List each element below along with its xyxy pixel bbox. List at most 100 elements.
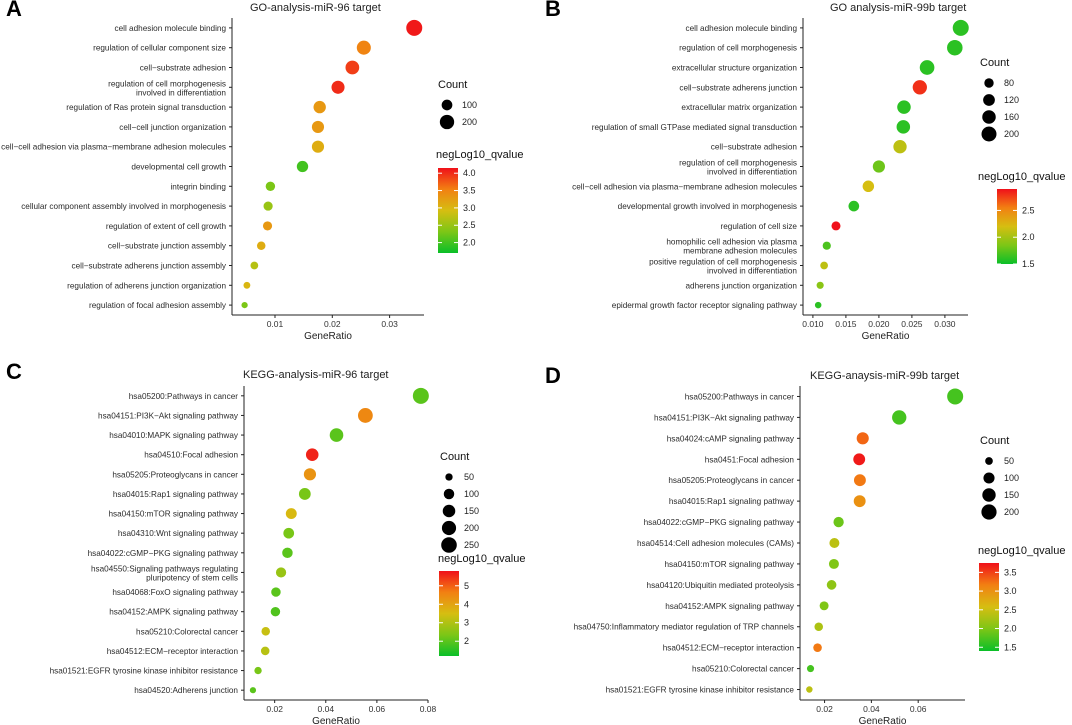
category-label: hsa04151:PI3K−Akt signaling pathway	[98, 411, 239, 420]
data-point	[261, 627, 270, 636]
category-label: cell adhesion molecule binding	[685, 24, 797, 33]
category-label: cell−substrate junction assembly	[108, 242, 227, 251]
category-label: hsa04120:Ubiquitin mediated proteolysis	[647, 581, 794, 590]
data-point	[806, 665, 815, 673]
data-point	[254, 666, 262, 675]
size-legend-label: 100	[1004, 473, 1019, 483]
data-point	[947, 388, 964, 405]
category-label: cell−substrate adherens junction	[679, 83, 797, 92]
panel-a: A GO-analysis-miR-96 target cell adhesion …	[1, 0, 523, 342]
data-point	[243, 281, 251, 289]
x-tick-label: 0.06	[369, 704, 386, 714]
color-legend-bar	[979, 563, 999, 651]
category-label: extracellular matrix organization	[681, 103, 797, 112]
size-legend-dot	[445, 473, 453, 481]
color-legend-label: 3.0	[463, 203, 476, 213]
color-legend-label: 4.0	[463, 168, 476, 178]
color-legend-label: 5	[464, 581, 469, 591]
color-legend-label: 2.0	[1022, 232, 1035, 242]
data-point	[896, 120, 911, 134]
data-point	[813, 643, 822, 652]
size-legend-label: 200	[1004, 507, 1019, 517]
data-point	[311, 140, 325, 153]
data-point	[313, 100, 326, 114]
x-tick-label: 0.02	[324, 319, 341, 329]
x-tick-label: 0.025	[901, 319, 923, 329]
color-legend-label: 3.0	[1004, 586, 1017, 596]
size-legend-dot	[441, 99, 453, 111]
category-label: hsa04015:Rap1 signaling pathway	[669, 497, 795, 506]
data-point	[262, 221, 273, 231]
size-legend-label: 100	[462, 100, 477, 110]
data-point	[250, 261, 259, 270]
x-tick-label: 0.020	[868, 319, 890, 329]
category-label: regulation of extent of cell growth	[106, 222, 227, 231]
size-legend-dot	[982, 110, 996, 124]
category-label: regulation of small GTPase mediated sign…	[592, 123, 798, 132]
size-legend-label: 200	[464, 523, 479, 533]
category-label: hsa04152:AMPK signaling pathway	[109, 608, 239, 617]
category-label: hsa04068:FoxO signaling pathway	[112, 588, 239, 597]
panel-label: B	[545, 0, 561, 21]
data-point	[249, 687, 257, 694]
x-tick-label: 0.06	[910, 704, 927, 714]
panel-label: A	[6, 0, 22, 21]
size-legend-dot	[441, 520, 457, 536]
data-point	[283, 527, 295, 539]
data-point	[406, 19, 423, 36]
category-label: cell−substrate adhesion	[711, 143, 798, 152]
category-label: homophilic cell adhesion via plasma membr…	[666, 238, 797, 256]
color-legend-label: 1.5	[1022, 259, 1035, 269]
color-legend-label: 3	[464, 618, 469, 628]
data-point	[298, 488, 311, 500]
color-legend-title: negLog10_qvalue	[438, 553, 525, 565]
category-label: hsa04150:mTOR signaling pathway	[664, 560, 794, 569]
category-label: regulation of adherens junction organiza…	[67, 281, 226, 290]
size-legend-label: 80	[1004, 78, 1014, 88]
category-label: hsa04512:ECM−receptor interaction	[663, 644, 795, 653]
category-label: hsa04150:mTOR signaling pathway	[108, 510, 238, 519]
size-legend-dot	[981, 504, 997, 520]
data-point	[329, 428, 344, 442]
x-tick-label: 0.030	[934, 319, 956, 329]
panel-c: C KEGG-analysis-miR-96 target hsa05200:Pat…	[6, 359, 525, 725]
data-point	[893, 140, 907, 154]
color-legend-label: 2.5	[1022, 205, 1035, 215]
size-legend-dot	[443, 488, 455, 500]
category-label: cell−cell adhesion via plasma−membrane a…	[572, 182, 797, 191]
data-point	[814, 301, 822, 309]
data-point	[282, 547, 293, 559]
color-legend-bar	[438, 168, 458, 253]
size-legend-label: 200	[1004, 129, 1019, 139]
x-axis-label: GeneRatio	[862, 331, 910, 342]
data-point	[271, 587, 281, 597]
panel-label: D	[545, 363, 561, 388]
category-label: cell adhesion molecule binding	[114, 24, 226, 33]
x-tick-label: 0.01	[267, 319, 284, 329]
data-point	[820, 261, 828, 270]
color-legend-label: 3.5	[1004, 567, 1017, 577]
size-legend-label: 160	[1004, 112, 1019, 122]
panel-b: B GO analysis-miR-99b target cell adhesion…	[545, 0, 1065, 342]
data-point	[862, 180, 875, 193]
data-point	[829, 538, 840, 548]
data-point	[828, 558, 839, 569]
data-point	[260, 646, 270, 656]
category-label: developmental cell growth	[131, 163, 226, 172]
color-legend-title: negLog10_qvalue	[978, 545, 1065, 557]
color-legend-label: 4	[464, 599, 469, 609]
category-label: hsa04510:Focal adhesion	[144, 451, 238, 460]
size-legend-dot	[439, 114, 455, 130]
category-label: hsa04152:AMPK signaling pathway	[665, 602, 795, 611]
x-tick-label: 0.02	[816, 704, 833, 714]
category-label: extracellular structure organization	[672, 64, 798, 73]
data-point	[241, 301, 248, 309]
data-point	[806, 686, 813, 693]
data-point	[265, 181, 276, 192]
size-legend-label: 100	[464, 489, 479, 499]
data-point	[345, 60, 360, 75]
panel-label: C	[6, 359, 22, 384]
color-legend-label: 2.5	[1004, 605, 1017, 615]
size-legend-dot	[442, 504, 456, 518]
category-label: cell−cell adhesion via plasma−membrane a…	[1, 143, 226, 152]
